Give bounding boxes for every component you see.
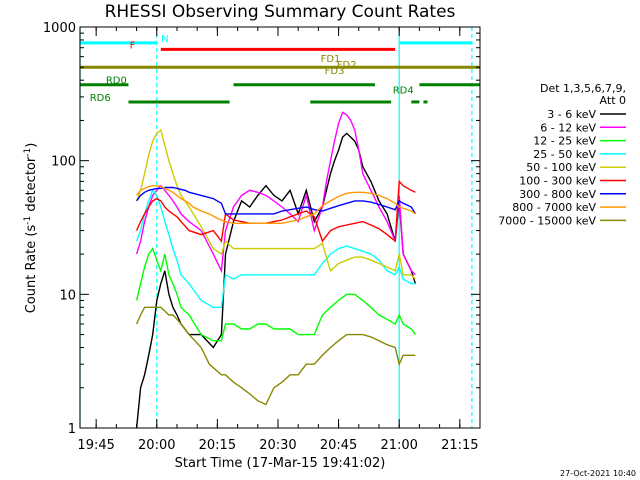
series-line (135, 128, 416, 280)
y-tick-label: 10 (59, 288, 76, 303)
y-label-sup: -1 (23, 216, 33, 225)
legend-label: 7000 - 15000 keV (498, 214, 596, 227)
series-line (135, 111, 416, 276)
x-tick-label: 21:15 (441, 438, 478, 453)
x-tick-label: 19:45 (77, 438, 114, 453)
x-tick-label: 20:30 (259, 438, 296, 453)
y-tick-label: 1000 (43, 21, 76, 36)
series-line (136, 186, 417, 215)
legend-header: Att 0 (600, 94, 626, 107)
x-tick-label: 21:00 (380, 438, 417, 453)
y-tick-label: 1 (68, 422, 76, 437)
interval-label: N (161, 34, 168, 45)
legend-label: 300 - 800 keV (519, 188, 596, 201)
y-tick-label: 100 (51, 155, 76, 170)
interval-label: RD4 (393, 86, 414, 97)
legend-label: 800 - 7000 keV (512, 201, 596, 214)
legend-label: 100 - 300 keV (519, 175, 596, 188)
series-line (135, 247, 416, 342)
x-tick-label: 20:00 (138, 438, 175, 453)
series-line (136, 184, 416, 225)
timestamp: 27-Oct-2021 10:40 (560, 469, 636, 478)
legend-label: 6 - 12 keV (540, 121, 596, 134)
y-axis-label: Count Rate (s-1 detector-1) (23, 143, 39, 314)
x-tick-label: 20:45 (320, 438, 357, 453)
svg-text:Count Rate (s-1 detector-1): Count Rate (s-1 detector-1) (23, 143, 39, 314)
plot-frame (79, 26, 481, 429)
legend-label: 12 - 25 keV (533, 135, 596, 148)
interval-label: FD1 (321, 54, 341, 65)
y-label-part: Count Rate (s (24, 225, 39, 314)
interval-label: RD0 (106, 76, 127, 87)
legend-label: 25 - 50 keV (533, 148, 596, 161)
interval-label: FD3 (325, 66, 345, 77)
chart-title: RHESSI Observing Summary Count Rates (105, 2, 456, 22)
legend-label: 3 - 6 keV (547, 108, 596, 121)
y-label-part: ) (24, 143, 39, 148)
interval-label: F (130, 40, 136, 51)
x-axis-label: Start Time (17-Mar-15 19:41:02) (175, 456, 386, 471)
y-label-sup: -1 (23, 148, 33, 157)
x-tick-label: 20:15 (199, 438, 236, 453)
y-label-part: detector (24, 156, 39, 216)
series-line (135, 188, 416, 308)
legend-label: 50 - 100 keV (526, 161, 596, 174)
interval-label: RD6 (90, 93, 111, 104)
legend-header: Det 1,3,5,6,7,9, (540, 82, 626, 95)
series-line (135, 306, 416, 406)
interval-label: FD2 (337, 60, 357, 71)
axis-ticks: 1 10 100 1000 19:45 20:00 20:15 20:30 20:45 21:00… (43, 21, 481, 453)
series-line (135, 132, 417, 429)
